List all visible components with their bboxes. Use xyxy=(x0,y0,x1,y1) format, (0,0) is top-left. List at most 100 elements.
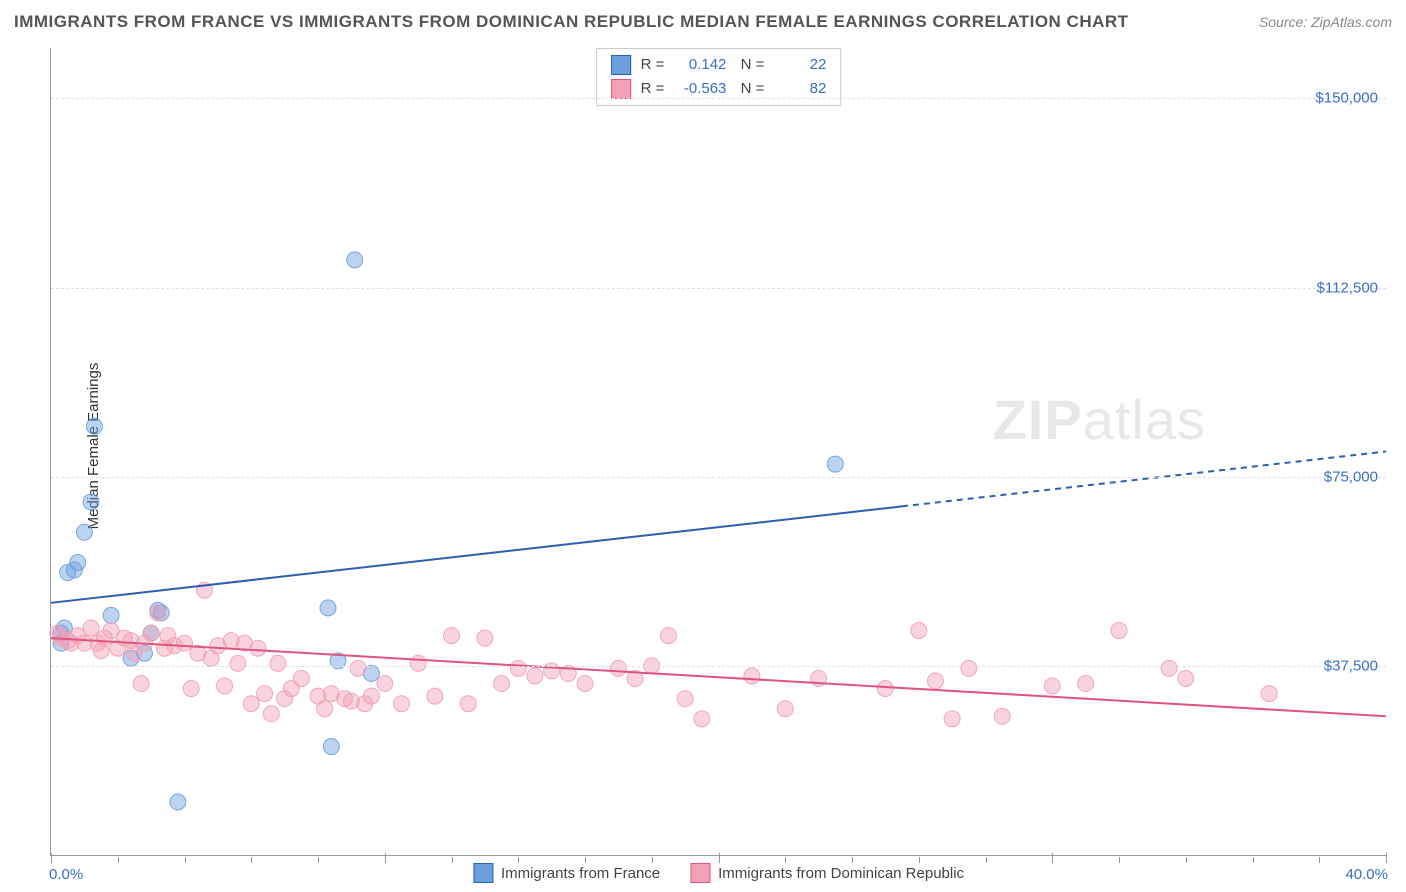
series-legend-label: Immigrants from Dominican Republic xyxy=(718,865,964,882)
data-point xyxy=(317,701,333,717)
data-point xyxy=(827,456,843,472)
x-tick xyxy=(585,857,586,863)
data-point xyxy=(76,524,92,540)
data-point xyxy=(460,696,476,712)
data-point xyxy=(694,711,710,727)
x-tick xyxy=(986,857,987,863)
data-point xyxy=(427,688,443,704)
x-tick xyxy=(919,857,920,863)
y-tick-label: $150,000 xyxy=(1315,90,1378,107)
data-point xyxy=(777,701,793,717)
x-tick xyxy=(118,857,119,863)
data-point xyxy=(877,681,893,697)
series-legend: Immigrants from France Immigrants from D… xyxy=(473,863,964,883)
data-point xyxy=(660,628,676,644)
data-point xyxy=(183,681,199,697)
x-tick xyxy=(1253,857,1254,863)
plot-svg xyxy=(51,48,1386,855)
data-point xyxy=(230,655,246,671)
gridline xyxy=(51,98,1386,99)
data-point xyxy=(143,625,159,641)
data-point xyxy=(86,418,102,434)
y-tick-label: $75,000 xyxy=(1324,468,1378,485)
data-point xyxy=(527,668,543,684)
trend-line xyxy=(51,506,902,602)
data-point xyxy=(1161,660,1177,676)
series-legend-label: Immigrants from France xyxy=(501,865,660,882)
data-point xyxy=(1078,676,1094,692)
data-point xyxy=(944,711,960,727)
data-point xyxy=(377,676,393,692)
data-point xyxy=(410,655,426,671)
chart-title: IMMIGRANTS FROM FRANCE VS IMMIGRANTS FRO… xyxy=(14,12,1129,32)
data-point xyxy=(83,620,99,636)
x-tick xyxy=(185,857,186,863)
x-tick xyxy=(51,853,52,863)
swatch-france xyxy=(473,863,493,883)
data-point xyxy=(510,660,526,676)
x-tick xyxy=(1052,853,1053,863)
gridline xyxy=(51,666,1386,667)
x-tick xyxy=(652,857,653,863)
y-tick-label: $37,500 xyxy=(1324,657,1378,674)
data-point xyxy=(177,635,193,651)
data-point xyxy=(911,623,927,639)
data-point xyxy=(133,676,149,692)
data-point xyxy=(677,691,693,707)
title-bar: IMMIGRANTS FROM FRANCE VS IMMIGRANTS FRO… xyxy=(14,12,1392,32)
data-point xyxy=(994,708,1010,724)
data-point xyxy=(263,706,279,722)
data-point xyxy=(577,676,593,692)
data-point xyxy=(150,605,166,621)
data-point xyxy=(1044,678,1060,694)
x-tick xyxy=(719,853,720,863)
x-tick xyxy=(251,857,252,863)
data-point xyxy=(350,660,366,676)
data-point xyxy=(477,630,493,646)
x-axis-end-label: 40.0% xyxy=(1345,866,1388,883)
series-legend-item: Immigrants from France xyxy=(473,863,660,883)
data-point xyxy=(494,676,510,692)
source-label: Source: ZipAtlas.com xyxy=(1259,14,1392,30)
data-point xyxy=(257,686,273,702)
data-point xyxy=(217,678,233,694)
x-tick xyxy=(518,857,519,863)
data-point xyxy=(393,696,409,712)
x-tick xyxy=(318,857,319,863)
x-tick xyxy=(1386,853,1387,863)
gridline xyxy=(51,477,1386,478)
x-tick xyxy=(452,857,453,863)
data-point xyxy=(1178,670,1194,686)
y-tick-label: $112,500 xyxy=(1317,279,1378,296)
data-point xyxy=(744,668,760,684)
data-point xyxy=(610,660,626,676)
x-tick xyxy=(1319,857,1320,863)
trend-line-dashed xyxy=(902,452,1386,507)
x-tick xyxy=(1186,857,1187,863)
data-point xyxy=(293,670,309,686)
data-point xyxy=(1111,623,1127,639)
x-tick xyxy=(785,857,786,863)
data-point xyxy=(83,494,99,510)
data-point xyxy=(961,660,977,676)
data-point xyxy=(103,607,119,623)
data-point xyxy=(270,655,286,671)
x-axis-start-label: 0.0% xyxy=(49,866,83,883)
data-point xyxy=(250,640,266,656)
x-tick xyxy=(852,857,853,863)
gridline xyxy=(51,288,1386,289)
data-point xyxy=(323,739,339,755)
swatch-dominican xyxy=(690,863,710,883)
chart-area: ZIPatlas R = 0.142 N = 22 R = -0.563 N =… xyxy=(50,48,1386,856)
data-point xyxy=(320,600,336,616)
data-point xyxy=(170,794,186,810)
data-point xyxy=(243,696,259,712)
data-point xyxy=(444,628,460,644)
data-point xyxy=(1261,686,1277,702)
x-tick xyxy=(385,853,386,863)
x-tick xyxy=(1119,857,1120,863)
data-point xyxy=(70,554,86,570)
data-point xyxy=(347,252,363,268)
series-legend-item: Immigrants from Dominican Republic xyxy=(690,863,964,883)
data-point xyxy=(927,673,943,689)
